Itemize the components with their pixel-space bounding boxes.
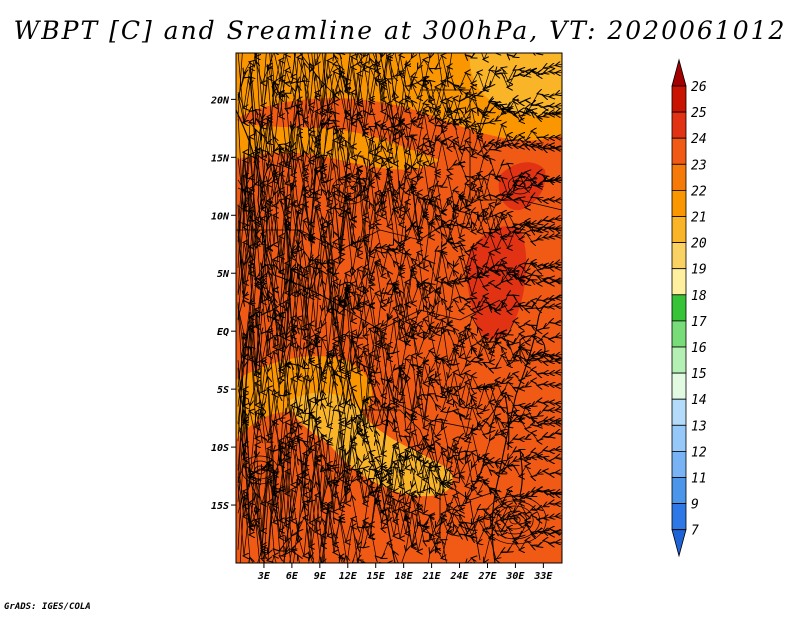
colorbar-label: 12	[691, 445, 707, 460]
streamline-vortex	[241, 455, 279, 485]
streamline-vortex	[483, 495, 547, 545]
lon-tick-label: 24E	[450, 571, 470, 582]
colorbar-label: 15	[691, 367, 707, 382]
colorbar-label: 16	[691, 341, 707, 356]
streamline-vortex	[502, 510, 528, 530]
streamline-vortex	[514, 180, 526, 190]
colorbar-segment	[671, 346, 687, 374]
colorbar-label: 18	[691, 289, 707, 304]
colorbar: 26 25 24 23 22 21 20 19 18 17 16 15 14 13 12 11 9 7	[671, 58, 707, 558]
streamline-vortex	[509, 515, 521, 525]
colorbar-segment	[671, 189, 687, 217]
colorbar-segment	[671, 111, 687, 139]
map-frame	[235, 52, 563, 564]
lat-tick-label: 15N	[211, 153, 230, 164]
lake-victoria	[519, 335, 546, 362]
streamline-vortex	[489, 500, 541, 540]
streamline-vortex	[247, 460, 273, 480]
lat-tick-label: 10N	[211, 211, 230, 222]
lon-tick-label: 6E	[286, 571, 299, 582]
streamline	[237, 484, 562, 563]
colorbar-segment	[671, 294, 687, 322]
streamline-vortex	[496, 505, 534, 535]
colorbar-segment	[671, 372, 687, 400]
lat-tick-label: 10S	[211, 443, 229, 454]
colorbar-segment	[671, 137, 687, 165]
colorbar-segment	[671, 163, 687, 191]
colorbar-bottom-arrow	[671, 529, 687, 558]
colorbar-label: 25	[691, 106, 707, 121]
colorbar-segment	[671, 320, 687, 348]
colorbar-label: 17	[691, 315, 707, 330]
colorbar-segment	[671, 216, 687, 244]
colorbar-label: 21	[691, 211, 707, 226]
colorbar-label: 19	[691, 263, 707, 278]
streamline-vortex	[507, 175, 533, 195]
streamline-vortex	[331, 175, 369, 205]
colorbar-label: 13	[691, 419, 707, 434]
lon-tick-label: 3E	[257, 571, 271, 582]
colorbar-label: 11	[691, 472, 707, 487]
lon-tick-label: 9E	[314, 571, 327, 582]
colorbar-label: 22	[691, 184, 707, 199]
colorbar-top-arrow	[671, 58, 687, 87]
colorbar-label: 9	[691, 498, 699, 513]
colorbar-label: 20	[691, 237, 707, 252]
colorbar-label: 26	[691, 80, 707, 95]
colorbar-label: 7	[691, 524, 699, 539]
longitude-axis: 3E 6E 9E 12E 15E 18E 21E 24E 27E 30E 33E	[257, 563, 553, 582]
latitude-axis: 20N 15N 10N 5N EQ 5S 10S 15S	[210, 95, 236, 512]
colorbar-segment	[671, 398, 687, 426]
map-area	[236, 53, 562, 563]
colorbar-segment	[671, 503, 687, 531]
colorbar-segment	[671, 450, 687, 478]
streamline-vortex	[254, 465, 266, 475]
colorbar-segment	[671, 242, 687, 270]
lat-tick-label: EQ	[217, 327, 229, 338]
colorbar-label: 24	[691, 132, 707, 147]
lon-tick-label: 21E	[422, 571, 442, 582]
colorbar-segment	[671, 424, 687, 452]
colorbar-segment	[671, 268, 687, 296]
lat-tick-label: 5S	[217, 385, 229, 396]
political-borders	[236, 53, 562, 561]
lon-tick-label: 15E	[367, 571, 386, 582]
grads-credit: GrADS: IGES/COLA	[4, 602, 91, 612]
streamline-vortex	[337, 180, 363, 200]
lon-tick-label: 12E	[339, 571, 358, 582]
east-africa-coast	[491, 294, 562, 563]
colorbar-segment	[671, 85, 687, 113]
lake-tanganyika	[504, 394, 510, 451]
colorbar-label: 14	[691, 393, 707, 408]
lat-tick-label: 5N	[217, 269, 230, 280]
lat-tick-label: 20N	[210, 95, 230, 106]
map-title: WBPT [C] and Sreamline at 300hPa, VT: 20…	[13, 16, 787, 45]
lon-tick-label: 30E	[505, 571, 525, 582]
lake-malawi	[519, 449, 523, 496]
colorbar-segment	[671, 477, 687, 505]
lon-tick-label: 33E	[533, 571, 553, 582]
streamlines	[237, 53, 562, 563]
coastlines-borders	[236, 53, 562, 563]
lat-tick-label: 15S	[211, 501, 229, 512]
colorbar-label: 23	[691, 158, 707, 173]
streamline-vortex	[344, 185, 356, 195]
lon-tick-label: 18E	[395, 571, 414, 582]
lon-tick-label: 27E	[477, 571, 497, 582]
